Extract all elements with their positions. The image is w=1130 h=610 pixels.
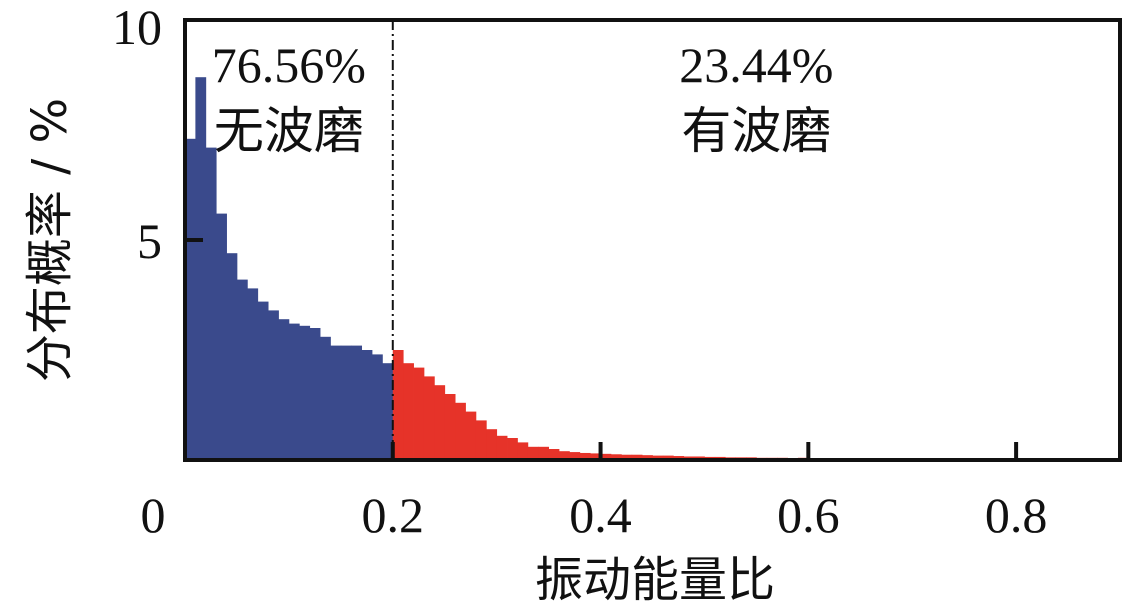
histogram-bar xyxy=(486,429,498,460)
histogram-bar xyxy=(247,288,259,460)
histogram-bar xyxy=(403,363,414,460)
histogram-bar xyxy=(475,420,487,460)
histogram-bar xyxy=(434,385,446,460)
histogram-bar xyxy=(185,138,196,461)
histogram-bar xyxy=(340,345,352,460)
histogram-bar xyxy=(423,376,435,460)
histogram-bar xyxy=(299,325,311,460)
histogram-bar xyxy=(621,454,633,460)
histogram-bar xyxy=(309,328,321,460)
histogram-bar xyxy=(205,147,217,460)
histogram-bar xyxy=(216,213,227,460)
x-axis-label: 振动能量比 xyxy=(535,552,775,608)
region-label: 有波磨 xyxy=(681,103,831,159)
histogram-bar xyxy=(631,454,643,460)
y-tick-label: 5 xyxy=(137,213,162,269)
histogram-bar xyxy=(361,350,373,460)
histogram-bar xyxy=(444,394,456,460)
histogram-bar xyxy=(569,452,581,460)
histogram-bar xyxy=(652,455,664,460)
histogram-bar xyxy=(590,453,601,460)
histogram-bar xyxy=(413,367,425,460)
x-axis-ticks: 0 0.2 0.4 0.6 0.8 xyxy=(141,442,1048,543)
histogram-bar xyxy=(496,435,508,460)
histogram-bar xyxy=(268,310,279,460)
histogram-bar xyxy=(392,350,404,460)
histogram-bar xyxy=(288,323,300,460)
histogram-bar xyxy=(330,345,342,460)
histogram-bar xyxy=(538,446,550,460)
histogram-bar xyxy=(278,319,290,460)
histogram-bar xyxy=(372,354,383,460)
histogram-bar xyxy=(351,345,363,460)
x-tick-label: 0.4 xyxy=(569,487,632,543)
histogram-bar xyxy=(548,449,560,460)
histogram-bar xyxy=(195,77,207,460)
histogram-bar xyxy=(455,402,466,460)
x-tick-label: 0.6 xyxy=(777,487,840,543)
x-tick-label: 0.8 xyxy=(985,487,1048,543)
region-annotations: 76.56% 无波磨 23.44% 有波磨 xyxy=(212,37,834,159)
histogram-bar xyxy=(236,279,248,460)
histogram-bar xyxy=(559,451,570,460)
x-tick-label: 0 xyxy=(141,487,166,543)
histogram-bar xyxy=(527,446,539,460)
histogram-bar xyxy=(465,411,477,460)
y-tick-label: 10 xyxy=(112,0,162,55)
histogram-bar xyxy=(382,363,394,460)
histogram-bar xyxy=(579,452,591,460)
x-tick-label: 0.2 xyxy=(362,487,425,543)
histogram-bar xyxy=(642,455,653,460)
histogram-bar xyxy=(517,442,529,460)
histogram-bar xyxy=(226,253,238,460)
region-percent: 76.56% xyxy=(212,37,366,93)
region-percent: 23.44% xyxy=(679,37,833,93)
region-label: 无波磨 xyxy=(214,103,364,159)
histogram-bar xyxy=(507,438,518,460)
histogram-bar xyxy=(610,454,622,460)
histogram-bar xyxy=(600,453,612,460)
y-axis-ticks: 5 10 xyxy=(112,0,203,269)
histogram-bar xyxy=(257,301,269,460)
y-axis-label: 分布概率 / % xyxy=(22,98,78,382)
histogram-bar xyxy=(662,455,674,460)
histogram-bar xyxy=(320,336,331,460)
